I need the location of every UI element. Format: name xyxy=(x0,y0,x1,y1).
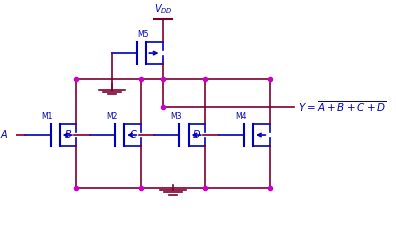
Text: D: D xyxy=(193,130,200,140)
Text: C: C xyxy=(129,130,136,140)
Text: M1: M1 xyxy=(42,112,53,121)
Text: A: A xyxy=(0,130,7,140)
Text: M2: M2 xyxy=(106,112,117,121)
Text: M4: M4 xyxy=(235,112,246,121)
Text: M5: M5 xyxy=(137,30,149,39)
Text: M3: M3 xyxy=(170,112,182,121)
Text: $Y = \overline{A+B+C+D}$: $Y = \overline{A+B+C+D}$ xyxy=(298,100,387,114)
Text: $V_{DD}$: $V_{DD}$ xyxy=(154,3,173,16)
Text: B: B xyxy=(65,130,71,140)
